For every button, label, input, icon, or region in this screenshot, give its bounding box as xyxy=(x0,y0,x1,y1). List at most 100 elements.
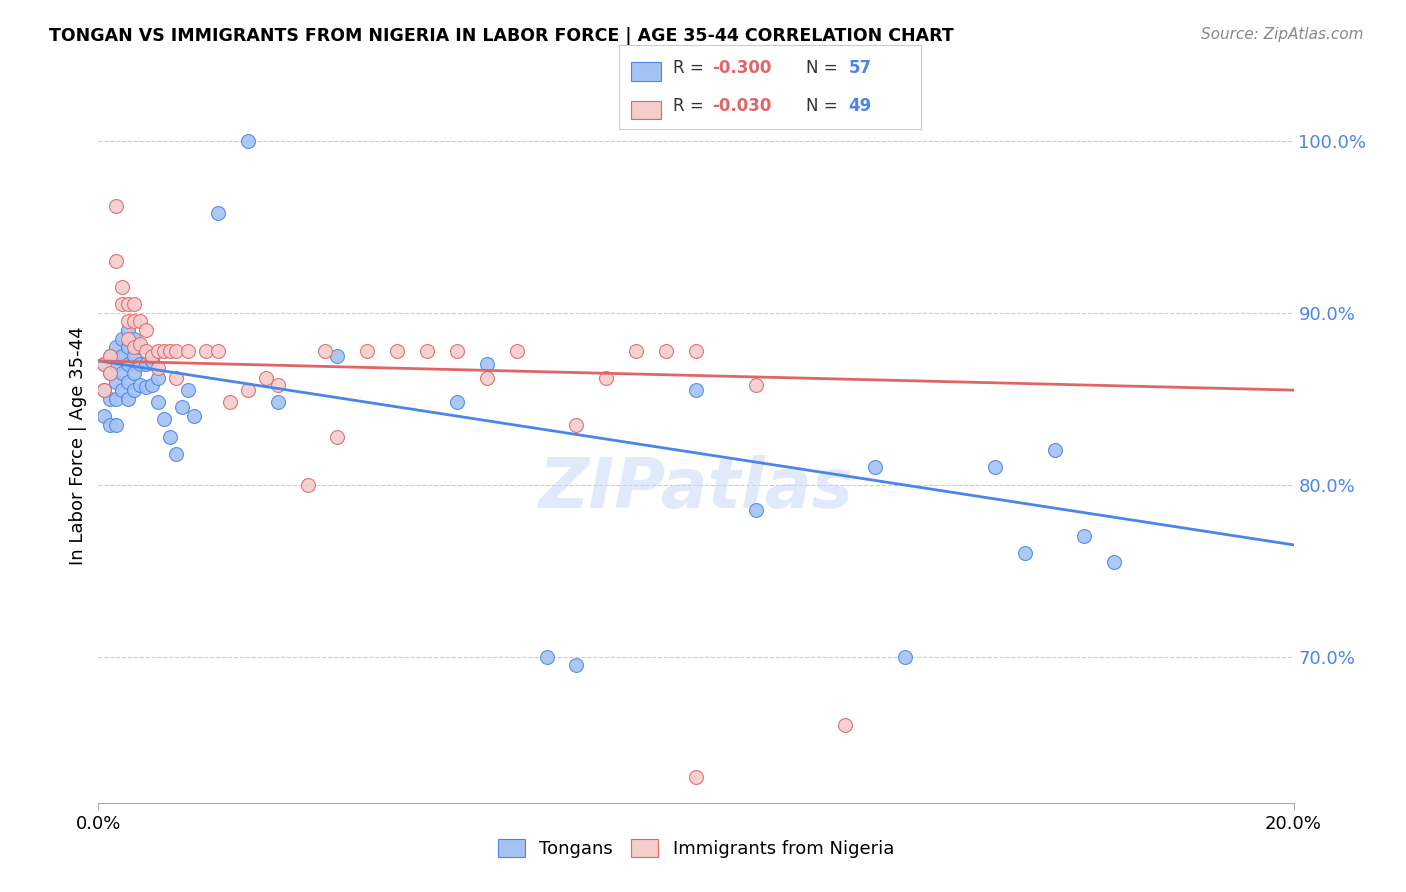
Point xyxy=(105,375,128,389)
Point xyxy=(117,332,139,346)
Point xyxy=(98,366,122,380)
Point xyxy=(111,383,134,397)
Point xyxy=(195,343,218,358)
Legend: Tongans, Immigrants from Nigeria: Tongans, Immigrants from Nigeria xyxy=(491,831,901,865)
Point xyxy=(111,280,134,294)
Point xyxy=(219,395,242,409)
Point xyxy=(446,395,468,409)
Point xyxy=(565,417,588,432)
Point xyxy=(165,343,187,358)
Point xyxy=(745,378,768,392)
Point xyxy=(98,366,122,380)
Text: 49: 49 xyxy=(848,97,872,115)
Point xyxy=(177,343,200,358)
Point xyxy=(111,349,134,363)
Point xyxy=(141,349,163,363)
Point xyxy=(595,371,617,385)
Point xyxy=(93,383,115,397)
Point xyxy=(207,343,229,358)
Point xyxy=(124,314,146,328)
Point xyxy=(129,340,152,354)
Point xyxy=(834,718,856,732)
Text: -0.300: -0.300 xyxy=(713,60,772,78)
Point xyxy=(416,343,439,358)
FancyBboxPatch shape xyxy=(631,62,661,81)
Point xyxy=(356,343,378,358)
Point xyxy=(446,343,468,358)
Point xyxy=(117,357,139,371)
Point xyxy=(326,429,349,443)
Point xyxy=(135,323,157,337)
Point xyxy=(1043,443,1066,458)
Point xyxy=(105,199,128,213)
Point xyxy=(93,383,115,397)
Point xyxy=(207,206,229,220)
Point xyxy=(105,417,128,432)
Point xyxy=(745,503,768,517)
Text: -0.030: -0.030 xyxy=(713,97,772,115)
Point xyxy=(111,297,134,311)
Point xyxy=(129,314,152,328)
Point xyxy=(1104,555,1126,569)
Point xyxy=(135,343,157,358)
Point xyxy=(105,392,128,406)
Point xyxy=(117,314,139,328)
Point xyxy=(267,395,290,409)
Point xyxy=(267,378,290,392)
Text: N =: N = xyxy=(806,60,844,78)
Point xyxy=(165,447,187,461)
Point xyxy=(685,343,707,358)
Point xyxy=(153,412,176,426)
Point xyxy=(111,332,134,346)
Point xyxy=(148,343,170,358)
Point xyxy=(117,340,139,354)
Point xyxy=(93,409,115,423)
Y-axis label: In Labor Force | Age 35-44: In Labor Force | Age 35-44 xyxy=(69,326,87,566)
Point xyxy=(626,343,648,358)
Point xyxy=(183,409,205,423)
Point xyxy=(129,336,152,351)
Point xyxy=(124,383,146,397)
Point xyxy=(385,343,409,358)
Point xyxy=(1014,546,1036,560)
Text: 57: 57 xyxy=(848,60,872,78)
Point xyxy=(98,349,122,363)
Text: ZIPatlas: ZIPatlas xyxy=(538,455,853,523)
Text: N =: N = xyxy=(806,97,844,115)
Point xyxy=(315,343,337,358)
Point xyxy=(536,649,558,664)
Point xyxy=(177,383,200,397)
Point xyxy=(565,658,588,673)
Point xyxy=(124,349,146,363)
Point xyxy=(141,378,163,392)
Point xyxy=(297,477,319,491)
Point xyxy=(129,357,152,371)
Point xyxy=(111,366,134,380)
Point xyxy=(326,349,349,363)
Point xyxy=(124,297,146,311)
Point xyxy=(894,649,917,664)
Text: R =: R = xyxy=(673,97,709,115)
Point xyxy=(655,343,678,358)
Point xyxy=(93,357,115,371)
Point xyxy=(105,340,128,354)
Point xyxy=(98,349,122,363)
Point xyxy=(135,379,157,393)
Point xyxy=(165,371,187,385)
Point xyxy=(475,357,498,371)
Point xyxy=(98,392,122,406)
Point xyxy=(148,395,170,409)
Point xyxy=(685,383,707,397)
Point xyxy=(117,297,139,311)
FancyBboxPatch shape xyxy=(631,101,661,120)
Point xyxy=(117,375,139,389)
Point xyxy=(98,417,122,432)
Point xyxy=(129,378,152,392)
Point xyxy=(254,371,277,385)
Point xyxy=(475,371,498,385)
Point xyxy=(153,343,176,358)
Text: TONGAN VS IMMIGRANTS FROM NIGERIA IN LABOR FORCE | AGE 35-44 CORRELATION CHART: TONGAN VS IMMIGRANTS FROM NIGERIA IN LAB… xyxy=(49,27,953,45)
Point xyxy=(865,460,887,475)
Point xyxy=(159,429,181,443)
Point xyxy=(135,357,157,371)
